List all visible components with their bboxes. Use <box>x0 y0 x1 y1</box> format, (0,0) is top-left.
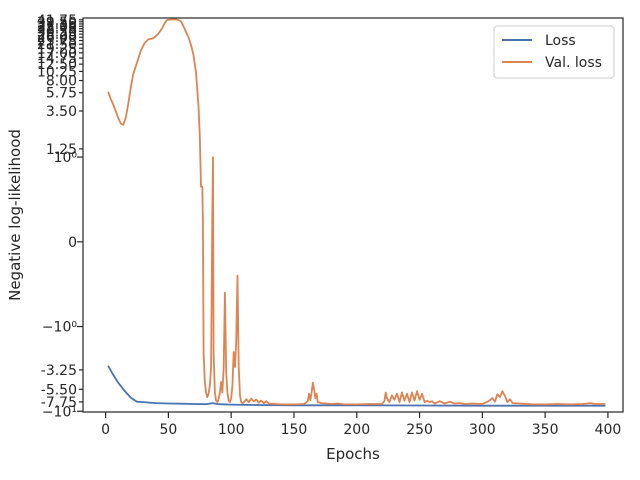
plot-frame <box>82 17 624 413</box>
y-tick-label: 37.25 <box>37 17 77 33</box>
x-axis: 0 50 100 150 200 250 300 350 400 <box>101 412 621 438</box>
y-tick-label: -3.25 <box>41 363 77 379</box>
y-tick-label: −10⁰ <box>42 320 78 336</box>
y-tick-label: -5.50 <box>41 382 77 398</box>
y-tick-label: 23.75 <box>37 34 77 50</box>
y-tick-label: 39.50 <box>37 15 77 31</box>
x-tick-label: 300 <box>469 422 496 438</box>
series-layer <box>107 18 606 407</box>
x-tick-label: 400 <box>595 422 622 438</box>
y-tick-label: 8.00 <box>46 74 77 90</box>
y-tick-label: 10⁰ <box>54 150 78 166</box>
x-tick-label: 50 <box>159 422 177 438</box>
y-tick-label: 1.25 <box>46 142 77 158</box>
legend-label-loss: Loss <box>545 33 576 49</box>
y-tick-label: 5.75 <box>46 86 77 102</box>
series-line-loss <box>107 365 606 407</box>
x-tick-label: 350 <box>532 422 559 438</box>
y-tick-label: 41.75 <box>37 13 77 29</box>
y-tick-label: 19.25 <box>37 41 77 57</box>
x-tick-label: 0 <box>101 422 110 438</box>
y-tick-label: 14.75 <box>37 51 77 67</box>
x-axis-label: Epochs <box>326 445 380 463</box>
y-tick-label: 17.00 <box>37 46 77 62</box>
y-tick-label: 10.25 <box>37 64 77 80</box>
x-tick-label: 150 <box>281 422 308 438</box>
x-tick-label: 100 <box>218 422 245 438</box>
y-tick-label: 26.00 <box>37 30 77 46</box>
y-tick-label: −10¹ <box>42 404 77 420</box>
y-axis-label: Negative log-likelihood <box>6 129 24 301</box>
y-tick-label: 32.75 <box>37 22 77 38</box>
series-line-val-loss <box>107 18 606 406</box>
x-tick-label: 200 <box>343 422 370 438</box>
legend-label-val-loss: Val. loss <box>545 55 602 71</box>
y-tick-label: 30.50 <box>37 24 77 40</box>
y-axis: 41.7539.5037.2535.0032.7530.5028.2526.00… <box>37 13 83 420</box>
y-tick-label: 3.50 <box>46 104 77 120</box>
y-tick-label: 0 <box>68 235 77 251</box>
x-tick-label: 250 <box>406 422 433 438</box>
y-tick-label: 28.25 <box>37 27 77 43</box>
legend: Loss Val. loss <box>493 25 615 79</box>
y-tick-label: 35.00 <box>37 19 77 35</box>
y-tick-label: 12.50 <box>37 57 77 73</box>
y-tick-label: 21.50 <box>37 37 77 53</box>
y-tick-label: -7.75 <box>41 395 77 411</box>
